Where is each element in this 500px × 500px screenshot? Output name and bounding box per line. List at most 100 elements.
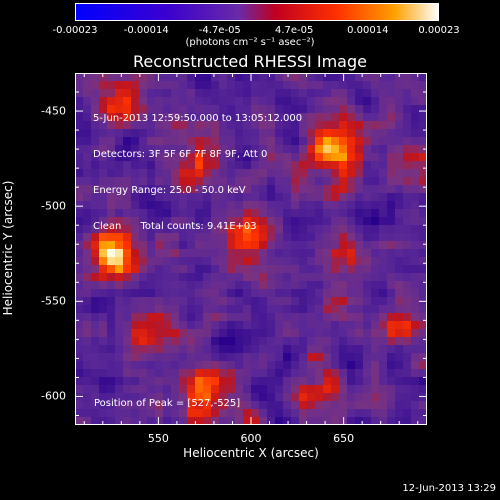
heatmap-cell (379, 113, 388, 122)
heatmap-cell (419, 257, 428, 266)
heatmap-cell (411, 401, 420, 410)
heatmap-cell (299, 329, 308, 338)
heatmap-cell (203, 345, 212, 354)
colorbar (75, 3, 439, 21)
heatmap-cell (163, 297, 172, 306)
heatmap-cell (163, 257, 172, 266)
heatmap-cell (99, 337, 108, 346)
heatmap-cell (83, 417, 92, 426)
heatmap-cell (411, 297, 420, 306)
heatmap-cell (411, 217, 420, 226)
heatmap-cell (347, 153, 356, 162)
heatmap-cell (227, 121, 236, 130)
heatmap-cell (75, 353, 84, 362)
heatmap-cell (123, 241, 132, 250)
heatmap-cell (235, 417, 244, 426)
heatmap-cell (323, 217, 332, 226)
heatmap-cell (243, 145, 252, 154)
heatmap-cell (371, 185, 380, 194)
heatmap-cell (403, 121, 412, 130)
annotation-counts: Clean Total counts: 9.41E+03 (93, 221, 257, 232)
heatmap-cell (179, 161, 188, 170)
heatmap-cell (387, 217, 396, 226)
heatmap-cell (371, 393, 380, 402)
heatmap-cell (315, 265, 324, 274)
heatmap-cell (347, 73, 356, 82)
heatmap-cell (307, 417, 316, 426)
heatmap-cell (403, 241, 412, 250)
heatmap-cell (267, 417, 276, 426)
heatmap-cell (131, 153, 140, 162)
heatmap-cell (147, 417, 156, 426)
heatmap-cell (139, 105, 148, 114)
heatmap-cell (275, 161, 284, 170)
heatmap-cell (379, 89, 388, 98)
heatmap-cell (203, 137, 212, 146)
heatmap-cell (99, 289, 108, 298)
heatmap-cell (307, 369, 316, 378)
heatmap-cell (171, 313, 180, 322)
heatmap-cell (195, 113, 204, 122)
heatmap-cell (131, 113, 140, 122)
heatmap-cell (115, 81, 124, 90)
heatmap-cell (139, 321, 148, 330)
heatmap-cell (195, 385, 204, 394)
heatmap-cell (163, 193, 172, 202)
heatmap-cell (155, 417, 164, 426)
heatmap-cell (163, 329, 172, 338)
heatmap-cell (91, 105, 100, 114)
heatmap-cell (139, 145, 148, 154)
heatmap-cell (203, 249, 212, 258)
heatmap-cell (355, 145, 364, 154)
heatmap-cell (403, 377, 412, 386)
heatmap-cell (323, 81, 332, 90)
annotation-energy-range: Energy Range: 25.0 - 50.0 keV (93, 185, 246, 196)
heatmap-cell (331, 121, 340, 130)
heatmap-cell (163, 177, 172, 186)
heatmap-cell (251, 353, 260, 362)
heatmap-cell (395, 337, 404, 346)
heatmap-cell (195, 217, 204, 226)
heatmap-cell (139, 361, 148, 370)
heatmap-cell (339, 209, 348, 218)
heatmap-cell (387, 137, 396, 146)
heatmap-cell (155, 177, 164, 186)
heatmap-cell (355, 265, 364, 274)
heatmap-cell (323, 417, 332, 426)
heatmap-cell (83, 177, 92, 186)
heatmap-cell (291, 217, 300, 226)
heatmap-cell (275, 281, 284, 290)
heatmap-cell (395, 177, 404, 186)
heatmap-cell (419, 345, 428, 354)
heatmap-cell (75, 177, 84, 186)
heatmap-cell (331, 145, 340, 154)
heatmap-cell (83, 153, 92, 162)
heatmap-cell (275, 97, 284, 106)
heatmap-cell (187, 353, 196, 362)
heatmap-cell (203, 161, 212, 170)
heatmap-cell (227, 417, 236, 426)
heatmap-cell (371, 97, 380, 106)
heatmap-cell (387, 161, 396, 170)
heatmap-cell (315, 297, 324, 306)
heatmap-cell (107, 353, 116, 362)
heatmap-cell (235, 281, 244, 290)
heatmap-cell (179, 225, 188, 234)
heatmap-cell (83, 137, 92, 146)
heatmap-cell (155, 297, 164, 306)
heatmap-cell (299, 169, 308, 178)
heatmap-cell (243, 233, 252, 242)
heatmap-cell (419, 369, 428, 378)
heatmap-cell (331, 217, 340, 226)
heatmap-cell (195, 329, 204, 338)
heatmap-cell (419, 361, 428, 370)
heatmap-cell (107, 377, 116, 386)
heatmap-cell (203, 313, 212, 322)
heatmap-cell (387, 209, 396, 218)
heatmap-cell (99, 81, 108, 90)
heatmap-cell (219, 97, 228, 106)
heatmap-cell (419, 273, 428, 282)
heatmap-cell (395, 233, 404, 242)
heatmap-cell (147, 233, 156, 242)
heatmap-cell (163, 97, 172, 106)
